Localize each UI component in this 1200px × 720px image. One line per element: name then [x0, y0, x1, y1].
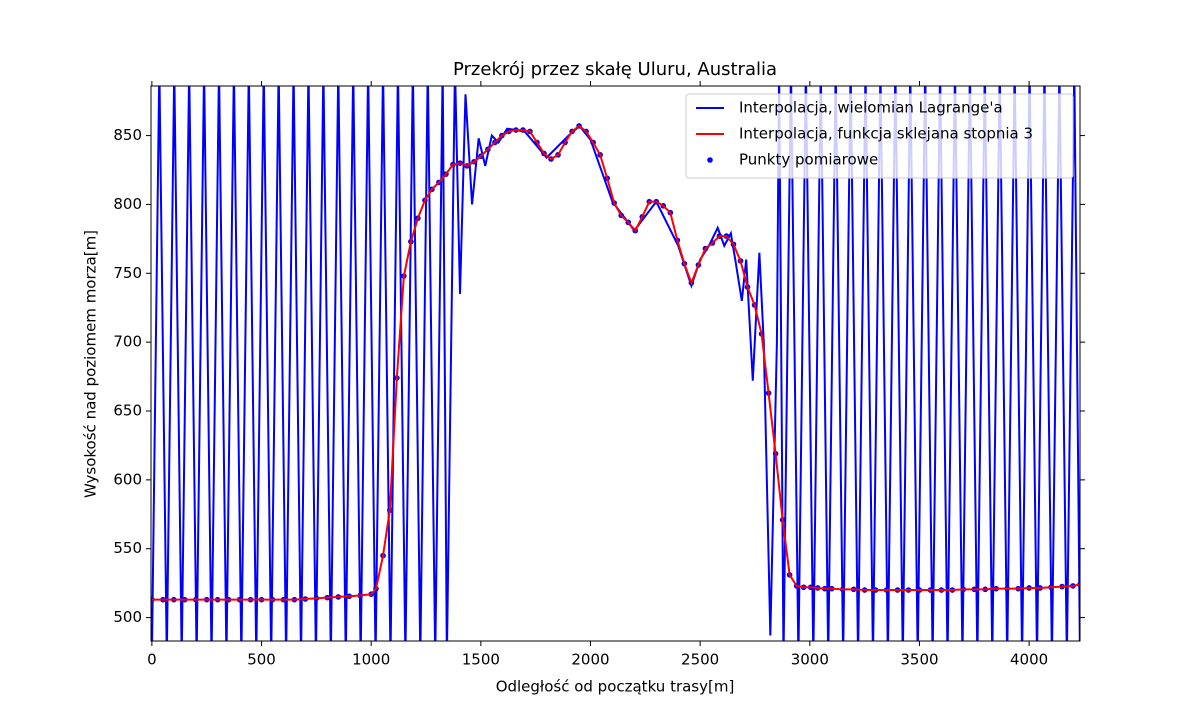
x-tick-label: 2500 — [681, 651, 719, 669]
x-axis-label: Odległość od początku trasy[m] — [496, 678, 735, 696]
legend-swatch — [707, 157, 713, 163]
plot-area — [0, 86, 1080, 641]
x-tick-label: 3000 — [791, 651, 829, 669]
y-tick-label: 850 — [113, 126, 142, 144]
x-tick-label: 1500 — [462, 651, 500, 669]
x-tick-label: 3500 — [900, 651, 938, 669]
legend-box — [685, 93, 1074, 179]
y-tick-label: 500 — [113, 608, 142, 626]
plot-frame — [150, 85, 1081, 642]
chart-title: Przekrój przez skałę Uluru, Australia — [453, 59, 777, 80]
y-tick-label: 550 — [113, 539, 142, 557]
legend-label: Interpolacja, wielomian Lagrange'a — [739, 99, 1003, 117]
y-tick-label: 600 — [113, 470, 142, 488]
data-line — [151, 124, 1080, 601]
x-tick-label: 2000 — [571, 651, 609, 669]
y-tick-label: 700 — [113, 333, 142, 351]
x-tick-label: 1000 — [352, 651, 390, 669]
x-tick-label: 0 — [147, 651, 157, 669]
x-tick-label: 4000 — [1010, 651, 1048, 669]
legend: Interpolacja, wielomian Lagrange'a Interp… — [685, 93, 1074, 179]
y-tick-label: 650 — [113, 402, 142, 420]
data-point — [0, 578, 3, 584]
data-point — [0, 579, 3, 585]
y-tick-label: 800 — [113, 195, 142, 213]
legend-label: Interpolacja, funkcja sklejana stopnia 3 — [739, 125, 1033, 143]
legend-label: Punkty pomiarowe — [739, 151, 878, 169]
y-axis-label: Wysokość nad poziomem morza[m] — [82, 230, 100, 498]
x-tick-label: 500 — [247, 651, 276, 669]
y-tick-label: 750 — [113, 264, 142, 282]
